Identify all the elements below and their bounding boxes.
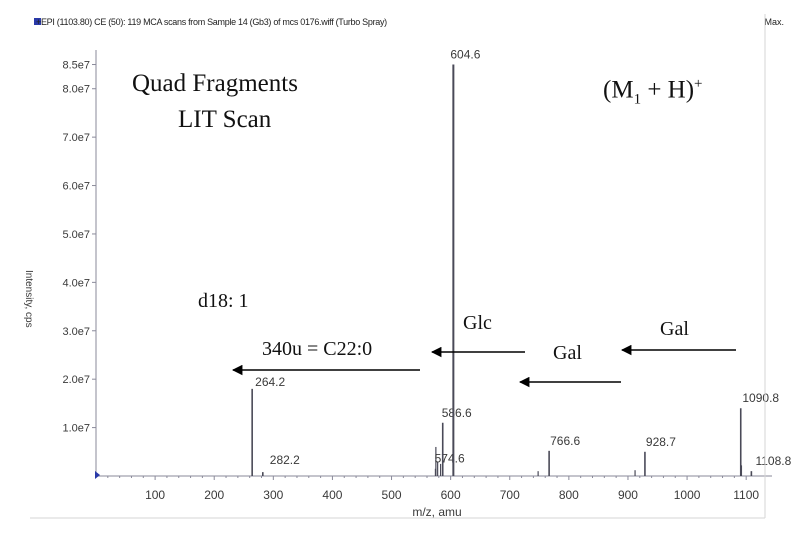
peak-label: 574.6	[435, 452, 465, 466]
x-tick-label: 500	[382, 488, 402, 502]
x-tick-label: 900	[618, 488, 638, 502]
gal-label-1: Gal	[553, 342, 582, 364]
fatty-acid-label: 340u = C22:0	[262, 338, 373, 360]
sphingosine-label: d18: 1	[198, 290, 249, 312]
y-tick-label: 5.0e7	[62, 229, 90, 241]
max-label: Max.	[764, 17, 784, 27]
glc-label: Glc	[463, 312, 492, 334]
y-axis-title: Intensity, cps	[23, 270, 34, 328]
title-line-2: LIT Scan	[178, 106, 272, 133]
axis-marker-icon	[95, 471, 100, 479]
y-tick-label: 8.0e7	[62, 84, 90, 96]
y-tick-label: 3.0e7	[62, 326, 90, 338]
x-tick-label: 300	[263, 488, 283, 502]
y-tick-label: 1.0e7	[62, 423, 90, 435]
scan-info-header: +EPI (1103.80) CE (50): 119 MCA scans fr…	[36, 17, 387, 27]
x-tick-label: 400	[322, 488, 342, 502]
x-tick-label: 100	[145, 488, 165, 502]
x-tick-label: 700	[500, 488, 520, 502]
peak-label: 928.7	[646, 435, 676, 449]
peak-label: 604.6	[450, 48, 480, 62]
y-tick-label: 7.0e7	[62, 132, 90, 144]
ion-label-mid: + H)	[641, 76, 695, 104]
title-line-1: Quad Fragments	[132, 70, 298, 97]
peak-label: 1090.8	[742, 391, 779, 405]
peak-label: 264.2	[255, 375, 285, 389]
peak-label: 586.6	[442, 406, 472, 420]
y-tick-label: 4.0e7	[62, 277, 90, 289]
ion-label-sub: 1	[633, 91, 642, 108]
x-tick-label: 600	[441, 488, 461, 502]
x-tick-label: 1000	[674, 488, 701, 502]
gal-label-2: Gal	[660, 318, 689, 340]
y-tick-label: 6.0e7	[62, 181, 90, 193]
x-axis-title: m/z, amu	[412, 505, 461, 519]
peak-label: 282.2	[270, 453, 300, 467]
ion-label-sup: +	[694, 76, 703, 92]
ion-label: (M1 + H)+	[603, 76, 703, 108]
scan-marker-icon	[34, 18, 41, 25]
y-tick-label: 8.5e7	[62, 60, 90, 72]
peak-label: 1108.8	[755, 454, 791, 468]
x-tick-label: 200	[204, 488, 224, 502]
ion-label-main: (M	[603, 76, 634, 104]
x-tick-label: 800	[559, 488, 579, 502]
x-tick-label: 1100	[733, 488, 759, 502]
peak-label: 766.6	[550, 434, 580, 448]
y-tick-label: 2.0e7	[62, 374, 90, 386]
